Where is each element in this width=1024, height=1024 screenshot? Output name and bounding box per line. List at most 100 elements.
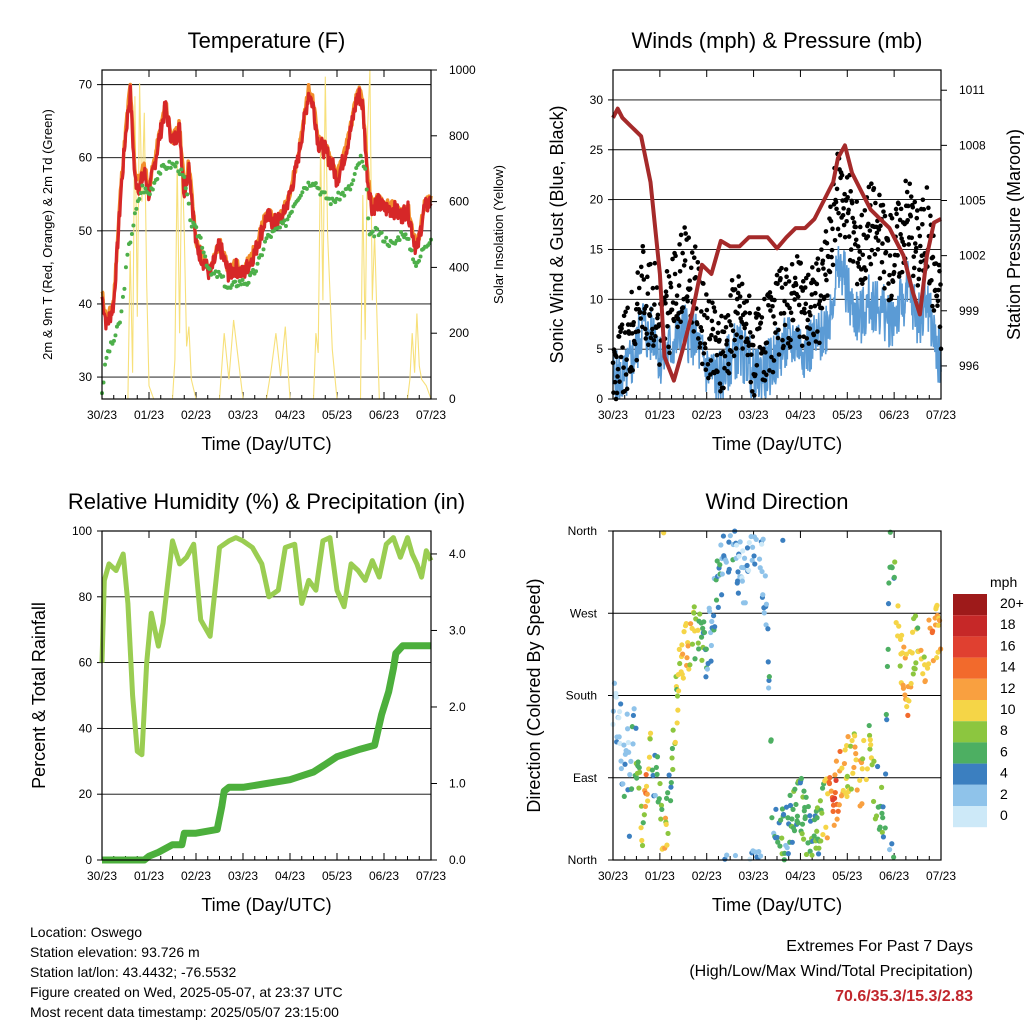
direction-point: [640, 820, 646, 826]
dewpoint-point: [406, 236, 411, 241]
colorbar-label: 6: [1000, 743, 1008, 759]
direction-point: [746, 539, 752, 546]
direction-point: [626, 833, 633, 839]
direction-point: [732, 852, 739, 859]
gust-point: [775, 281, 780, 287]
gust-point: [873, 235, 879, 240]
direction-point: [616, 709, 623, 715]
gust-point: [721, 329, 727, 335]
gust-point: [715, 330, 721, 336]
gust-point: [742, 310, 748, 316]
gust-point: [865, 234, 871, 239]
gust-point: [829, 254, 834, 260]
x-tick-label: 04/23: [785, 869, 815, 883]
gust-point: [646, 342, 651, 348]
dewpoint-point: [313, 181, 318, 186]
x-axis-label: Time (Day/UTC): [201, 895, 331, 915]
gust-point: [930, 254, 936, 260]
dewpoint-point: [336, 190, 341, 195]
direction-point: [726, 566, 732, 572]
direction-point: [691, 604, 697, 610]
gust-point: [814, 281, 820, 287]
gust-point: [750, 342, 756, 348]
gust-point: [926, 205, 931, 211]
gust-point: [666, 344, 671, 350]
gust-point: [664, 269, 670, 274]
gust-point: [629, 331, 635, 336]
gust-point: [664, 293, 669, 299]
gust-point: [795, 327, 800, 332]
direction-point: [621, 793, 627, 800]
dewpoint-point: [254, 269, 259, 274]
gust-point: [828, 204, 833, 210]
direction-point: [701, 619, 707, 625]
direction-point: [708, 658, 714, 664]
dewpoint-point: [283, 224, 288, 229]
dewpoint-point: [372, 234, 377, 239]
direction-point: [689, 641, 696, 647]
direction-point: [645, 798, 651, 804]
gust-point: [736, 274, 741, 279]
gust-point: [762, 296, 767, 302]
y2-tick-label: 0: [449, 392, 456, 406]
direction-point: [844, 793, 850, 800]
direction-point: [897, 636, 904, 643]
x-tick-label: 07/23: [416, 408, 446, 422]
gust-point: [851, 220, 857, 225]
direction-point: [915, 625, 921, 631]
gust-point: [898, 232, 903, 237]
dewpoint-point: [261, 247, 266, 252]
direction-point: [867, 737, 873, 743]
gust-point: [617, 379, 622, 384]
gust-point: [732, 287, 738, 292]
gust-point: [882, 286, 887, 291]
gust-point: [618, 354, 624, 360]
direction-point: [807, 848, 813, 854]
y-tick-label: 0: [85, 853, 92, 867]
colorbar-swatch: [953, 678, 987, 700]
direction-point: [835, 808, 841, 814]
direction-point: [826, 780, 833, 787]
gust-point: [859, 281, 865, 286]
y2-tick-label: 600: [449, 195, 469, 209]
y-tick-label: West: [570, 606, 598, 620]
gust-point: [616, 334, 622, 339]
x-axis-label: Time (Day/UTC): [712, 895, 842, 915]
gust-point: [692, 244, 698, 249]
gust-point: [774, 272, 780, 278]
y2-axis-label: Station Pressure (Maroon): [1004, 129, 1024, 340]
gust-point: [827, 269, 833, 275]
gust-point: [813, 290, 818, 296]
gust-point: [764, 340, 770, 346]
direction-point: [699, 657, 705, 663]
colorbar-swatch: [953, 636, 987, 658]
gust-point: [830, 226, 835, 232]
latlon-text: Station lat/lon: 43.4432; -76.5532: [30, 964, 237, 980]
x-tick-label: 07/23: [926, 869, 956, 883]
colorbar-label: 14: [1000, 659, 1016, 675]
y-tick-label: 40: [79, 297, 93, 311]
dewpoint-point: [348, 187, 353, 192]
gust-point: [717, 337, 722, 343]
gust-point: [904, 189, 910, 195]
gust-point: [877, 276, 883, 281]
gust-point: [837, 232, 843, 238]
direction-point: [674, 693, 681, 699]
gust-point: [794, 254, 800, 259]
gust-point: [876, 238, 881, 243]
direction-point: [884, 663, 891, 670]
gust-point: [724, 338, 730, 343]
dewpoint-point: [306, 180, 311, 185]
gust-point: [745, 352, 751, 358]
dewpoint-point: [137, 196, 142, 201]
gust-point: [787, 344, 793, 350]
dewpoint-point: [129, 232, 134, 237]
direction-point: [616, 715, 622, 721]
gust-point: [802, 285, 808, 290]
x-tick-label: 01/23: [645, 869, 675, 883]
gust-point: [830, 262, 836, 268]
dewpoint-point: [179, 167, 184, 172]
gust-point: [731, 353, 737, 359]
gust-point: [805, 317, 811, 323]
gust-point: [750, 334, 756, 339]
